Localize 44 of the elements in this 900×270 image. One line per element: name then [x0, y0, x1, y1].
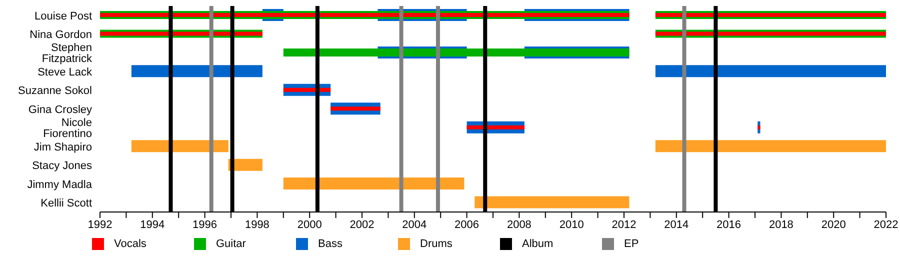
y-tick-label: Jim Shapiro — [34, 141, 92, 154]
x-tick-label: 1998 — [244, 218, 270, 231]
x-tick-label: 2018 — [768, 218, 794, 231]
x-tick-label: 2006 — [454, 218, 480, 231]
y-tick-label: Jimmy Madla — [27, 178, 93, 191]
bar — [131, 140, 228, 152]
x-tick-label: 2004 — [402, 218, 427, 231]
legend-label: Drums — [420, 238, 452, 250]
bar — [474, 196, 630, 208]
legend-label: Album — [522, 238, 554, 250]
legend-label: Bass — [318, 238, 342, 250]
y-tick-label: Louise Post — [34, 10, 92, 22]
bar — [283, 88, 331, 92]
x-tick-label: 1992 — [88, 218, 112, 231]
bar — [131, 65, 262, 78]
x-tick-label: 2012 — [612, 218, 636, 231]
x-tick-label: 2010 — [559, 218, 584, 231]
x-tick-label: 2020 — [821, 218, 846, 231]
x-tick-label: 2000 — [297, 218, 322, 231]
x-tick-label: 2014 — [664, 218, 689, 231]
x-tick-label: 2008 — [506, 218, 532, 231]
legend-label: EP — [624, 238, 639, 250]
bar — [283, 178, 464, 190]
y-tick-label: Gina Crosley — [28, 104, 92, 116]
y-tick-label: Kellii Scott — [40, 198, 92, 210]
bar — [283, 48, 630, 56]
x-tick-label: 1994 — [140, 218, 165, 231]
y-tick-label: Steve Lack — [38, 66, 92, 78]
x-tick-label: 2016 — [716, 218, 742, 231]
y-tick-label: Stacy Jones — [32, 160, 92, 172]
bar — [758, 125, 760, 130]
y-tick-label: Stephen Fitzpatrick — [42, 42, 92, 66]
bar — [330, 106, 380, 111]
bar — [655, 140, 886, 152]
legend-label: Vocals — [114, 238, 146, 250]
bar — [466, 125, 524, 130]
y-tick-label: Nina Gordon — [30, 28, 92, 41]
legend-label: Guitar — [216, 238, 246, 250]
y-tick-label: Nicole Fiorentino — [43, 117, 92, 140]
y-tick-label: Suzanne Sokol — [18, 85, 92, 98]
x-tick-label: 2002 — [350, 218, 374, 231]
x-tick-label: 1996 — [192, 218, 218, 231]
x-tick-label: 2022 — [874, 218, 898, 231]
bar — [655, 65, 886, 78]
